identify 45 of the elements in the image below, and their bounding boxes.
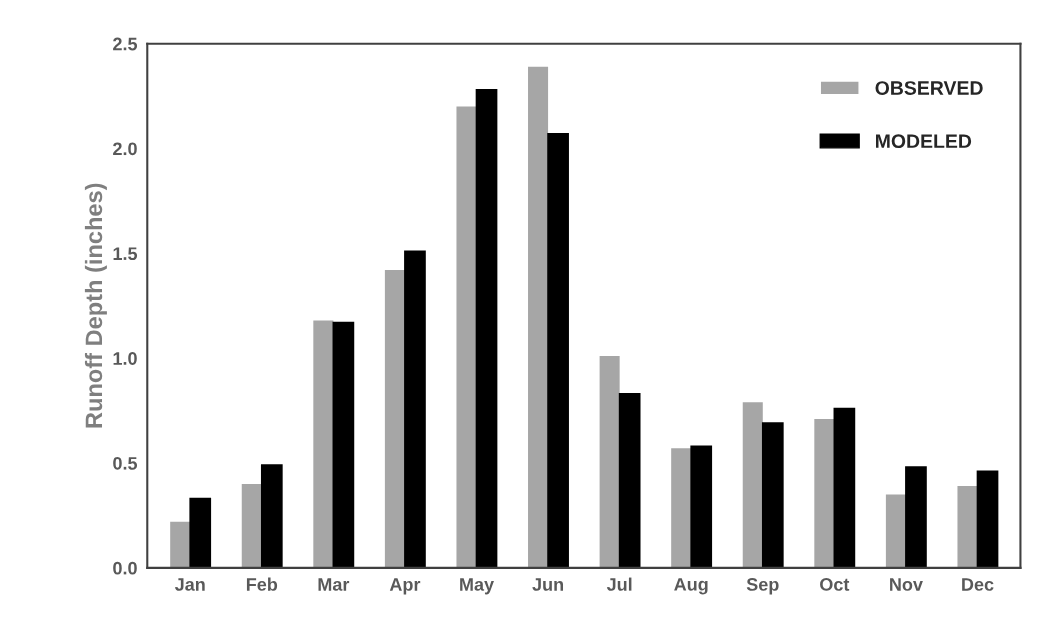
bar	[833, 407, 856, 568]
bar	[976, 470, 999, 568]
bar	[313, 320, 334, 568]
bar	[404, 250, 426, 568]
y-axis-title: Runoff Depth (inches)	[84, 183, 107, 428]
y-tick-label: 1.0	[113, 352, 137, 365]
bar	[528, 66, 549, 568]
bar	[671, 448, 692, 568]
bar	[260, 464, 283, 568]
bar	[599, 356, 620, 568]
bar	[241, 483, 262, 568]
legend-label: MODELED	[876, 134, 972, 149]
x-tick-label: Oct	[820, 578, 850, 591]
bar	[618, 392, 641, 568]
y-tick-label: 0.5	[113, 456, 138, 470]
y-tick-label: 2.5	[113, 37, 138, 51]
x-tick-label: Nov	[890, 578, 923, 591]
x-tick-label: Jul	[606, 577, 632, 591]
bar	[690, 445, 713, 568]
x-tick-label: Dec	[962, 578, 994, 591]
x-tick-label: Jun	[532, 578, 564, 591]
bar	[814, 418, 835, 568]
y-tick-label: 1.5	[113, 247, 138, 261]
bar	[170, 521, 191, 568]
bar	[885, 494, 906, 568]
bar	[475, 88, 498, 568]
bar	[742, 402, 763, 568]
bar	[189, 497, 212, 568]
x-tick-label: May	[460, 578, 494, 595]
x-tick-label: Feb	[246, 577, 278, 591]
legend-label: OBSERVED	[875, 81, 983, 95]
bar	[957, 486, 978, 568]
bar	[547, 133, 569, 568]
bar	[332, 321, 355, 568]
y-tick-label: 2.0	[113, 142, 137, 156]
bar	[905, 466, 927, 568]
y-tick-label: 0.0	[113, 561, 137, 575]
x-tick-label: Apr	[389, 578, 421, 595]
bar	[761, 422, 784, 568]
x-tick-label: Aug	[674, 578, 708, 595]
x-tick-label: Mar	[318, 578, 350, 591]
x-tick-label: Sep	[746, 578, 779, 595]
x-tick-label: Jan	[174, 578, 205, 591]
bar	[384, 270, 405, 568]
bar	[456, 106, 477, 568]
